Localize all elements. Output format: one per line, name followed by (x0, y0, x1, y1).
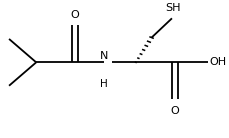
Text: SH: SH (165, 3, 180, 13)
Text: O: O (169, 106, 178, 116)
Text: OH: OH (208, 57, 225, 67)
Text: N: N (99, 51, 108, 61)
Text: O: O (71, 10, 79, 20)
Text: H: H (100, 79, 107, 89)
